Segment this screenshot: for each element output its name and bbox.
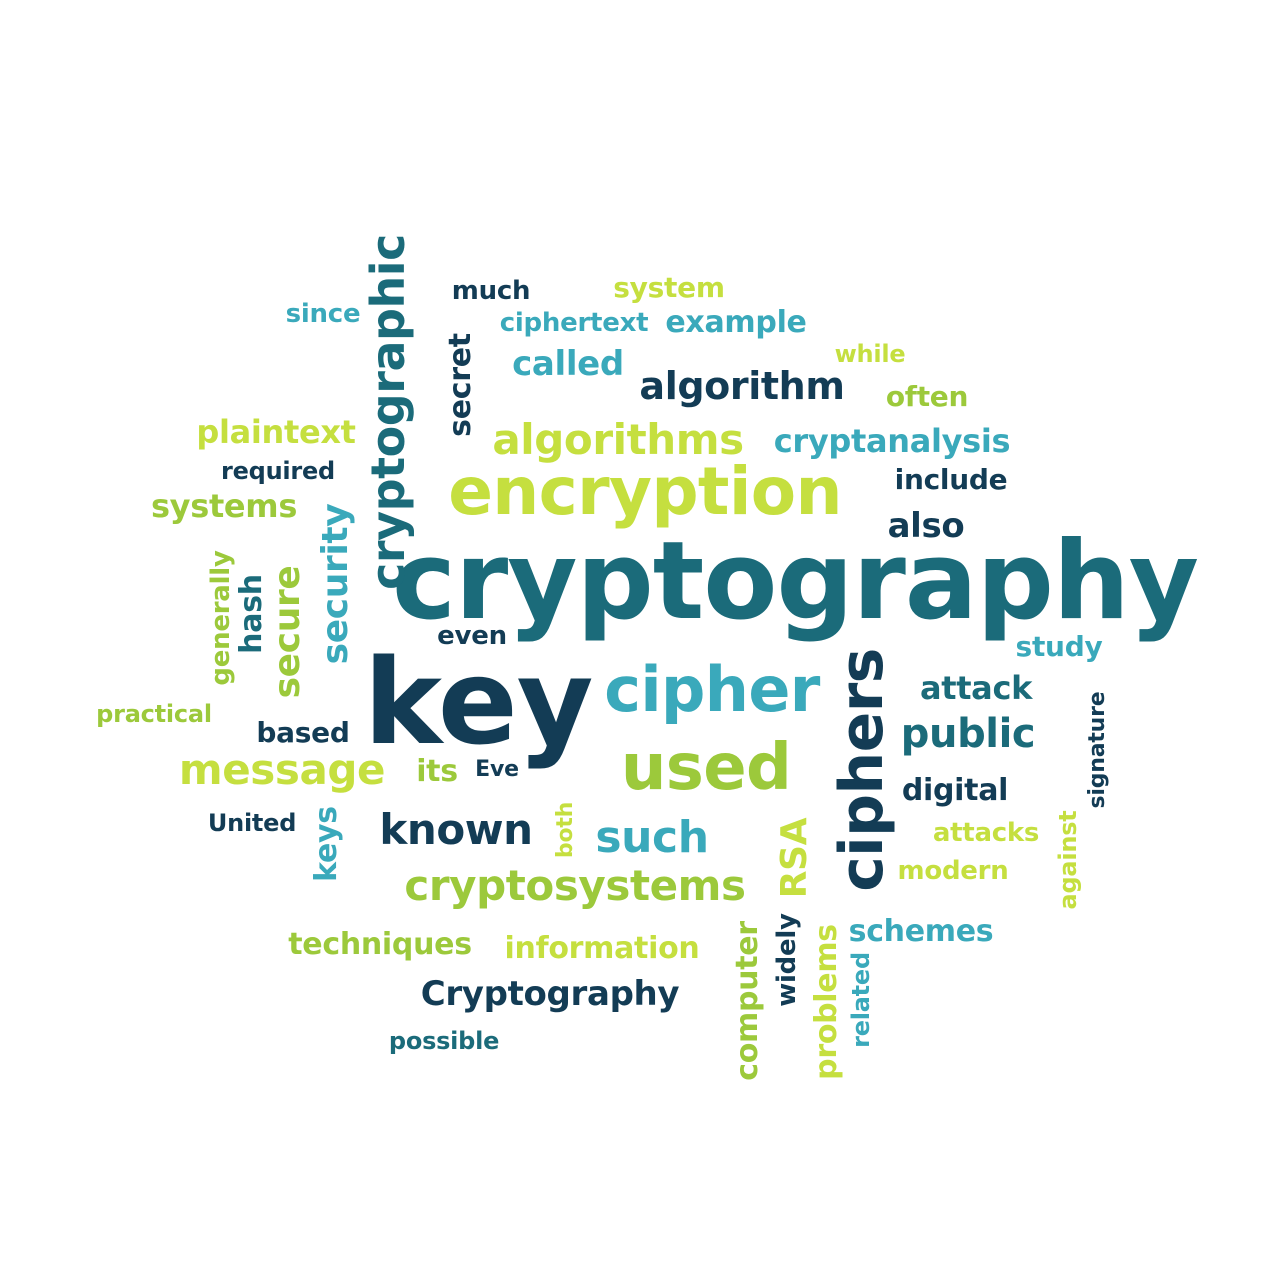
word-possible: possible: [388, 1027, 500, 1055]
word-attack: attack: [919, 669, 1033, 707]
word-such: such: [595, 812, 709, 863]
word-security: security: [315, 503, 356, 665]
word-used: used: [620, 731, 792, 805]
word-since: since: [285, 299, 361, 329]
word-problems: problems: [809, 924, 844, 1080]
word-both: both: [553, 801, 578, 859]
word-related: related: [847, 952, 875, 1048]
word-secure: secure: [267, 565, 308, 699]
word-public: public: [900, 711, 1036, 757]
word-signature: signature: [1085, 691, 1110, 809]
word-techniques: techniques: [288, 927, 472, 962]
word-digital: digital: [901, 773, 1009, 808]
word-computer: computer: [730, 921, 765, 1081]
word-key: key: [363, 633, 594, 771]
word-study: study: [1015, 630, 1103, 663]
word-system: system: [613, 271, 725, 304]
word-based: based: [256, 716, 350, 749]
word-cryptographic: cryptographic: [361, 234, 415, 590]
word-much: much: [451, 276, 531, 306]
word-its: its: [416, 754, 458, 789]
word-keys: keys: [309, 806, 344, 882]
word-called: called: [512, 344, 624, 384]
word-attacks: attacks: [932, 818, 1040, 848]
word-cryptography: cryptography: [392, 519, 1199, 644]
word-RSA: RSA: [774, 817, 815, 899]
word-United: United: [207, 809, 297, 837]
word-cipher: cipher: [604, 653, 820, 726]
word-required: required: [221, 457, 335, 485]
word-practical: practical: [96, 700, 212, 728]
word-Cryptography: Cryptography: [420, 974, 680, 1014]
word-also: also: [887, 506, 965, 546]
word-against: against: [1054, 810, 1082, 910]
word-while: while: [834, 340, 906, 368]
word-algorithm: algorithm: [639, 364, 845, 408]
word-cryptanalysis: cryptanalysis: [773, 422, 1011, 460]
word-information: information: [504, 931, 700, 966]
word-message: message: [178, 745, 386, 794]
word-ciphertext: ciphertext: [499, 308, 649, 338]
word-systems: systems: [150, 487, 298, 525]
word-secret: secret: [443, 333, 478, 437]
word-known: known: [379, 805, 533, 854]
word-Eve: Eve: [475, 757, 519, 782]
word-encryption: encryption: [448, 453, 842, 530]
word-algorithms: algorithms: [492, 415, 744, 464]
word-schemes: schemes: [848, 914, 994, 949]
word-cryptosystems: cryptosystems: [404, 861, 746, 910]
word-even: even: [437, 621, 507, 651]
word-plaintext: plaintext: [196, 413, 356, 451]
word-hash: hash: [234, 574, 269, 654]
word-modern: modern: [897, 856, 1009, 886]
word-example: example: [665, 305, 807, 340]
word-generally: generally: [206, 550, 236, 686]
word-widely: widely: [772, 913, 802, 1007]
word-ciphers: ciphers: [827, 648, 897, 892]
word-include: include: [894, 463, 1008, 496]
word-often: often: [885, 380, 969, 413]
